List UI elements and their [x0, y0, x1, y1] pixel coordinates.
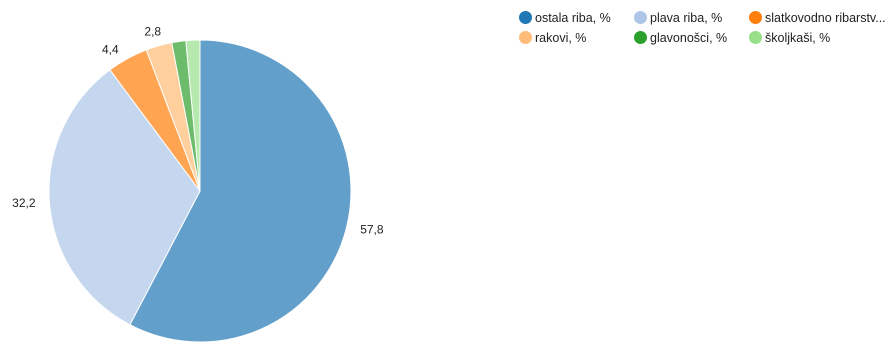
chart-legend: ostala riba, % plava riba, % slatkovodno r…	[519, 10, 886, 45]
legend-swatch-icon	[634, 31, 647, 44]
pie-value-labels: 57,8 32,2 4,4 2,8	[12, 24, 384, 236]
legend-item-4[interactable]: rakovi, %	[519, 30, 634, 45]
legend-label: slatkovodno ribarstv...	[765, 10, 886, 25]
legend-swatch-icon	[749, 31, 762, 44]
pie-slice-2[interactable]	[48, 69, 201, 326]
legend-swatch-icon	[634, 11, 647, 24]
legend-item-3[interactable]: slatkovodno ribarstv...	[749, 10, 886, 25]
legend-item-6[interactable]: školjkaši, %	[749, 30, 886, 45]
legend-swatch-icon	[519, 31, 532, 44]
legend-label: plava riba, %	[650, 10, 723, 25]
pie-slice-6[interactable]	[185, 39, 201, 192]
legend-swatch-icon	[519, 11, 532, 24]
legend-label: rakovi, %	[535, 30, 587, 45]
pie-slice-1[interactable]	[129, 39, 352, 343]
legend-label: školjkaši, %	[765, 30, 831, 45]
legend-label: ostala riba, %	[535, 10, 611, 25]
pie-slices	[48, 39, 352, 343]
legend-item-1[interactable]: ostala riba, %	[519, 10, 634, 25]
legend-item-5[interactable]: glavonošci, %	[634, 30, 749, 45]
legend-swatch-icon	[749, 11, 762, 24]
legend-item-2[interactable]: plava riba, %	[634, 10, 749, 25]
pie-value-label-1: 57,8	[360, 223, 384, 237]
pie-value-label-4: 2,8	[144, 24, 161, 38]
pie-value-label-3: 4,4	[102, 42, 119, 56]
pie-value-label-2: 32,2	[12, 196, 36, 210]
legend-label: glavonošci, %	[650, 30, 728, 45]
